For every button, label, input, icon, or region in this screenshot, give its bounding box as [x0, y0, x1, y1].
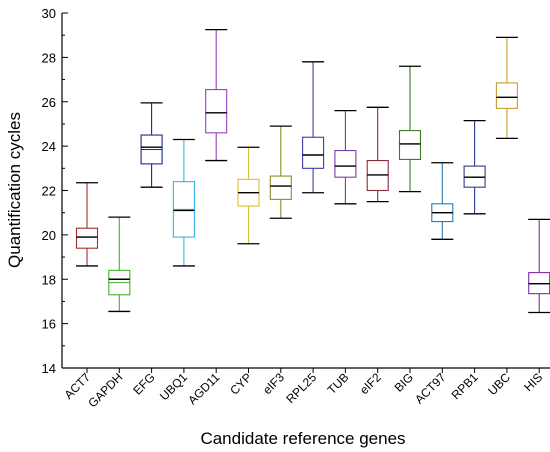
iqr-box	[205, 88, 228, 134]
box-ubc	[495, 36, 518, 140]
box-act7	[75, 182, 99, 267]
iqr-box	[334, 150, 357, 178]
box-efg	[140, 102, 163, 188]
box-rpl25	[302, 61, 325, 194]
x-tick-label: UBC	[485, 370, 513, 398]
box-agd11	[205, 28, 228, 162]
x-tick-label: BIG	[392, 370, 417, 395]
y-tick-label: 28	[42, 50, 56, 65]
x-tick-label: RPL25	[283, 370, 319, 406]
y-tick-label: 30	[42, 6, 56, 21]
iqr-box	[398, 130, 422, 160]
box-act97	[431, 162, 454, 240]
y-tick-label: 24	[42, 139, 56, 154]
x-tick-label: HIS	[521, 370, 545, 394]
y-axis: 14 16 18 20 22 24 26 28 30	[42, 6, 68, 376]
box-tub	[334, 109, 357, 205]
iqr-box	[302, 136, 325, 169]
y-tick-label: 20	[42, 228, 56, 243]
y-tick-label: 22	[42, 184, 56, 199]
x-tick-label: AGD11	[185, 370, 222, 407]
box-his	[528, 218, 550, 314]
plot-area	[61, 13, 550, 369]
x-tick-label: eIF3	[260, 370, 287, 397]
box-eif3	[269, 125, 292, 219]
boxes-layer	[75, 28, 550, 314]
y-tick-label: 26	[42, 95, 56, 110]
box-rpb1	[463, 119, 486, 215]
box-eif2	[366, 106, 389, 203]
y-tick-label: 14	[42, 361, 56, 376]
x-tick-label: CYP	[227, 370, 254, 397]
x-tick-label: ACT97	[412, 370, 449, 407]
x-tick-label: RPB1	[449, 370, 481, 402]
x-tick-label: TUB	[325, 370, 352, 397]
y-axis-label: Quantification cycles	[5, 112, 24, 268]
box-gapdh	[108, 216, 131, 313]
iqr-box	[269, 175, 292, 200]
box-cyp	[237, 146, 260, 245]
y-tick-label: 18	[42, 272, 56, 287]
y-tick-label: 16	[42, 317, 56, 332]
box-big	[398, 65, 422, 193]
iqr-box	[75, 227, 99, 249]
x-axis-label: Candidate reference genes	[200, 429, 405, 448]
x-tick-label: eIF2	[357, 370, 384, 397]
x-tick-label: EFG	[130, 370, 157, 397]
iqr-box	[495, 82, 518, 109]
x-tick-label: GAPDH	[85, 370, 125, 410]
box-ubq1	[172, 138, 195, 267]
